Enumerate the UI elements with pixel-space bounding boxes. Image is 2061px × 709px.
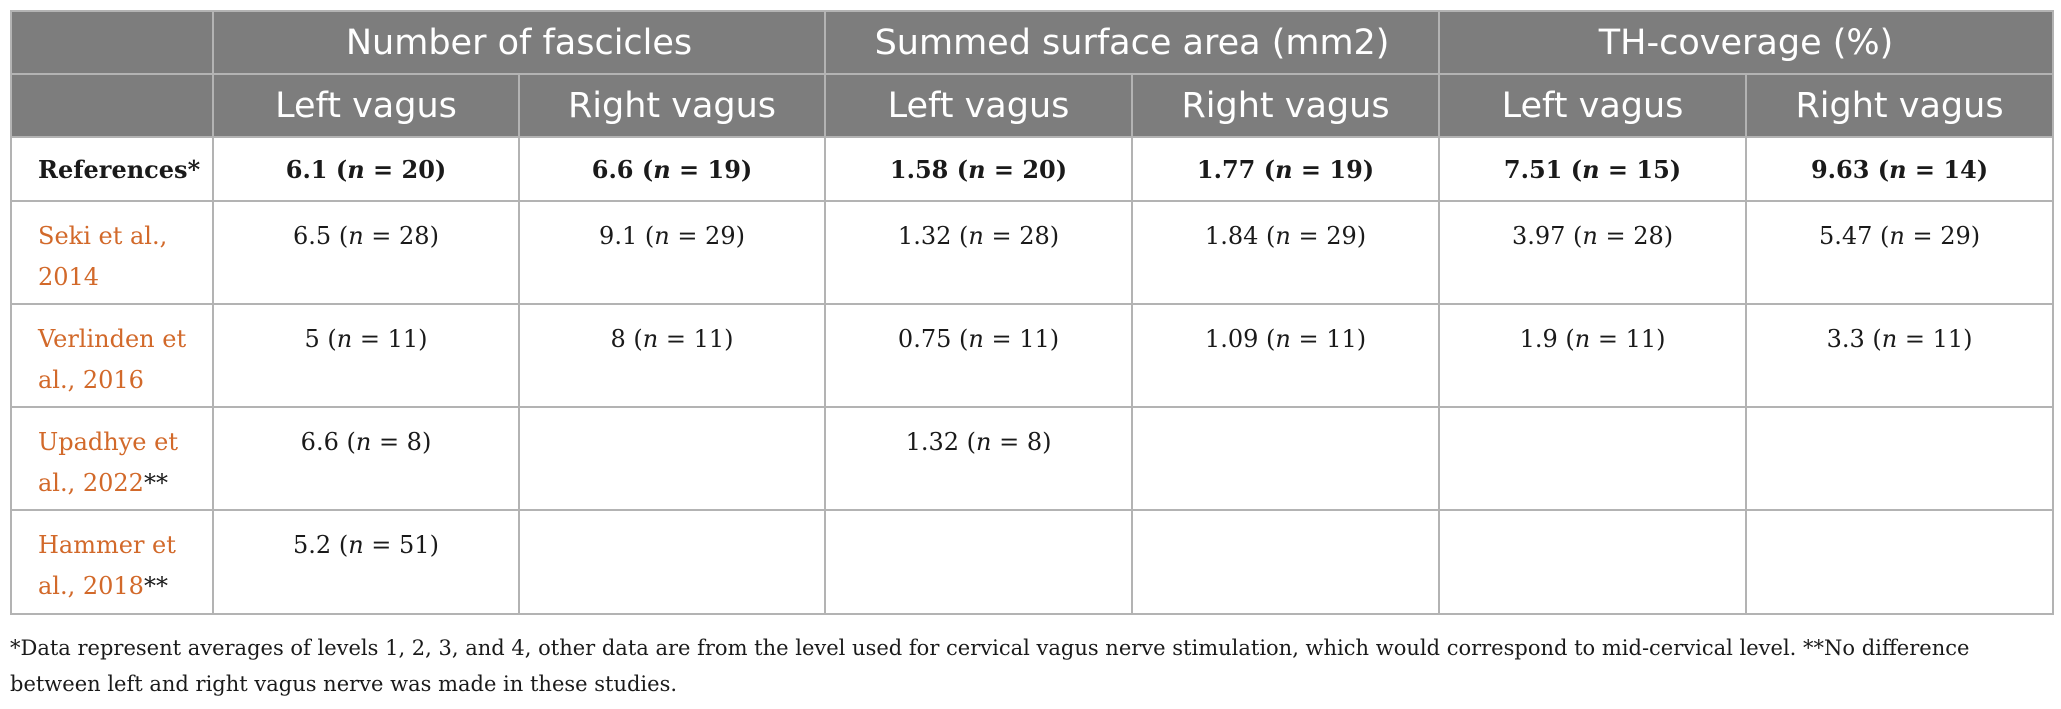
- cell-value: 5.47 (n = 29): [1745, 200, 2055, 305]
- cell-value: [1131, 509, 1441, 615]
- cell-value: 6.6 (n = 8): [212, 406, 520, 511]
- sub-header-area-right: Right vagus: [1131, 73, 1441, 138]
- cell-value: 0.75 (n = 11): [824, 303, 1134, 408]
- group-header-surface-area: Summed surface area (mm2): [824, 10, 1441, 75]
- cell-value: 3.3 (n = 11): [1745, 303, 2055, 408]
- cell-value: [517, 509, 827, 615]
- cell-value: [1438, 406, 1748, 511]
- cell-value: 6.1 (n = 20): [212, 136, 520, 202]
- table-row-verlinden: Verlinden et al., 2016 5 (n = 11) 8 (n =…: [10, 303, 2055, 408]
- table-row-references: References* 6.1 (n = 20) 6.6 (n = 19) 1.…: [10, 136, 2055, 202]
- cell-value: 1.77 (n = 19): [1131, 136, 1441, 202]
- sub-header-fascicles-right: Right vagus: [517, 73, 827, 138]
- cell-value: 1.84 (n = 29): [1131, 200, 1441, 305]
- reference-label: References*: [38, 154, 201, 184]
- table-container: Number of fascicles Summed surface area …: [10, 10, 2055, 615]
- cell-value: 5 (n = 11): [212, 303, 520, 408]
- table-row-upadhye: Upadhye et al., 2022** 6.6 (n = 8) 1.32 …: [10, 406, 2055, 511]
- sub-header-row: Left vagus Right vagus Left vagus Right …: [10, 73, 2055, 138]
- reference-link-hammer[interactable]: Hammer et al., 2018: [38, 531, 176, 600]
- table-row-hammer: Hammer et al., 2018** 5.2 (n = 51): [10, 509, 2055, 615]
- data-table: Number of fascicles Summed surface area …: [10, 10, 2055, 615]
- row-label-upadhye: Upadhye et al., 2022**: [10, 406, 214, 511]
- cell-value: 1.32 (n = 8): [824, 406, 1134, 511]
- cell-value: [1438, 509, 1748, 615]
- sub-header-th-left: Left vagus: [1438, 73, 1748, 138]
- cell-value: [517, 406, 827, 511]
- row-label-verlinden: Verlinden et al., 2016: [10, 303, 214, 408]
- corner-header-lower: [10, 73, 214, 138]
- cell-value: 1.09 (n = 11): [1131, 303, 1441, 408]
- table-row-seki: Seki et al., 2014 6.5 (n = 28) 9.1 (n = …: [10, 200, 2055, 305]
- cell-value: 3.97 (n = 28): [1438, 200, 1748, 305]
- cell-value: 9.63 (n = 14): [1745, 136, 2055, 202]
- row-label-references: References*: [10, 136, 214, 202]
- cell-value: [1745, 406, 2055, 511]
- cell-value: [824, 509, 1134, 615]
- cell-value: 8 (n = 11): [517, 303, 827, 408]
- table-footnote: *Data represent averages of levels 1, 2,…: [10, 636, 1970, 696]
- cell-value: 1.58 (n = 20): [824, 136, 1134, 202]
- cell-value: [1745, 509, 2055, 615]
- cell-value: 9.1 (n = 29): [517, 200, 827, 305]
- cell-value: 7.51 (n = 15): [1438, 136, 1748, 202]
- cell-value: 1.9 (n = 11): [1438, 303, 1748, 408]
- group-header-row: Number of fascicles Summed surface area …: [10, 10, 2055, 75]
- footnote-marker: **: [143, 469, 168, 497]
- cell-value: [1131, 406, 1441, 511]
- row-label-hammer: Hammer et al., 2018**: [10, 509, 214, 615]
- cell-value: 5.2 (n = 51): [212, 509, 520, 615]
- cell-value: 6.6 (n = 19): [517, 136, 827, 202]
- sub-header-fascicles-left: Left vagus: [212, 73, 520, 138]
- reference-link-verlinden[interactable]: Verlinden et al., 2016: [38, 325, 187, 394]
- cell-value: 6.5 (n = 28): [212, 200, 520, 305]
- reference-link-upadhye[interactable]: Upadhye et al., 2022: [38, 428, 178, 497]
- cell-value: 1.32 (n = 28): [824, 200, 1134, 305]
- sub-header-th-right: Right vagus: [1745, 73, 2055, 138]
- row-label-seki: Seki et al., 2014: [10, 200, 214, 305]
- reference-link-seki[interactable]: Seki et al., 2014: [38, 222, 168, 291]
- group-header-fascicles: Number of fascicles: [211, 10, 827, 75]
- corner-header: [10, 10, 214, 75]
- sub-header-area-left: Left vagus: [824, 73, 1134, 138]
- group-header-th-coverage: TH-coverage (%): [1438, 10, 2055, 75]
- footnote-marker: **: [143, 572, 168, 600]
